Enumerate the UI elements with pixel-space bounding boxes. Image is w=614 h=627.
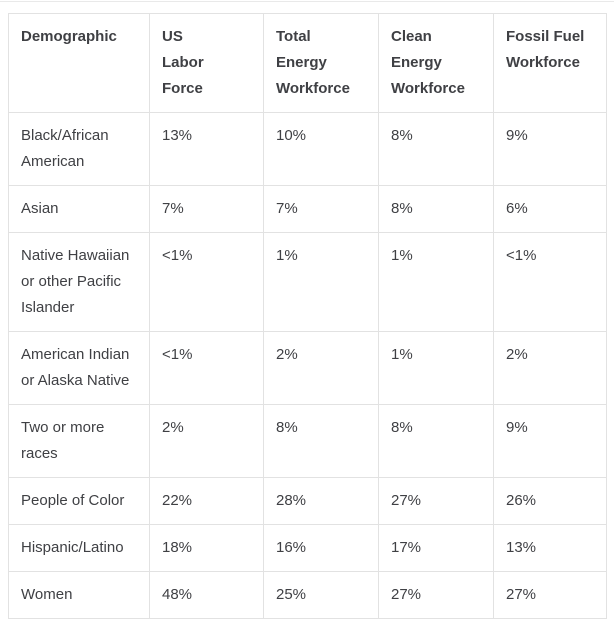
value-cell: 8% bbox=[378, 185, 494, 233]
value-cell: 18% bbox=[149, 524, 264, 572]
table-row: People of Color 22% 28% 27% 26% bbox=[8, 477, 607, 525]
value-cell: <1% bbox=[149, 331, 264, 405]
value-cell: 16% bbox=[263, 524, 379, 572]
demographic-cell: People of Color bbox=[8, 477, 150, 525]
value-cell: 13% bbox=[149, 112, 264, 186]
value-cell: 27% bbox=[378, 571, 494, 619]
value-cell: 27% bbox=[493, 571, 607, 619]
value-cell: 1% bbox=[263, 232, 379, 332]
value-cell: 9% bbox=[493, 404, 607, 478]
demographic-cell: Two or more races bbox=[8, 404, 150, 478]
table-header-row: Demographic US Labor Force Total Energy … bbox=[8, 13, 607, 113]
table-row: Women 48% 25% 27% 27% bbox=[8, 571, 607, 619]
value-cell: 28% bbox=[263, 477, 379, 525]
table-row: Native Hawaiian or other Pacific Islande… bbox=[8, 232, 607, 332]
value-cell: 1% bbox=[378, 331, 494, 405]
value-cell: 7% bbox=[263, 185, 379, 233]
demographic-cell: Hispanic/Latino bbox=[8, 524, 150, 572]
table-row: Two or more races 2% 8% 8% 9% bbox=[8, 404, 607, 478]
column-header-demographic: Demographic bbox=[8, 13, 150, 113]
value-cell: 2% bbox=[493, 331, 607, 405]
demographic-cell: Native Hawaiian or other Pacific Islande… bbox=[8, 232, 150, 332]
value-cell: 8% bbox=[378, 404, 494, 478]
value-cell: 25% bbox=[263, 571, 379, 619]
demographics-table: Demographic US Labor Force Total Energy … bbox=[8, 13, 607, 619]
value-cell: 8% bbox=[378, 112, 494, 186]
value-cell: 2% bbox=[149, 404, 264, 478]
value-cell: <1% bbox=[149, 232, 264, 332]
table-row: Black/African American 13% 10% 8% 9% bbox=[8, 112, 607, 186]
value-cell: <1% bbox=[493, 232, 607, 332]
value-cell: 2% bbox=[263, 331, 379, 405]
page-top-divider bbox=[0, 1, 614, 2]
demographic-cell: Black/African American bbox=[8, 112, 150, 186]
value-cell: 8% bbox=[263, 404, 379, 478]
value-cell: 10% bbox=[263, 112, 379, 186]
column-header-total-energy-workforce: Total Energy Workforce bbox=[263, 13, 379, 113]
demographic-cell: Women bbox=[8, 571, 150, 619]
table-row: Hispanic/Latino 18% 16% 17% 13% bbox=[8, 524, 607, 572]
value-cell: 26% bbox=[493, 477, 607, 525]
value-cell: 17% bbox=[378, 524, 494, 572]
value-cell: 1% bbox=[378, 232, 494, 332]
table-row: Asian 7% 7% 8% 6% bbox=[8, 185, 607, 233]
value-cell: 27% bbox=[378, 477, 494, 525]
table-row: American Indian or Alaska Native <1% 2% … bbox=[8, 331, 607, 405]
column-header-fossil-fuel-workforce: Fossil Fuel Workforce bbox=[493, 13, 607, 113]
demographic-cell: American Indian or Alaska Native bbox=[8, 331, 150, 405]
value-cell: 6% bbox=[493, 185, 607, 233]
demographic-cell: Asian bbox=[8, 185, 150, 233]
column-header-clean-energy-workforce: Clean Energy Workforce bbox=[378, 13, 494, 113]
value-cell: 22% bbox=[149, 477, 264, 525]
value-cell: 48% bbox=[149, 571, 264, 619]
value-cell: 9% bbox=[493, 112, 607, 186]
value-cell: 7% bbox=[149, 185, 264, 233]
column-header-us-labor-force: US Labor Force bbox=[149, 13, 264, 113]
value-cell: 13% bbox=[493, 524, 607, 572]
